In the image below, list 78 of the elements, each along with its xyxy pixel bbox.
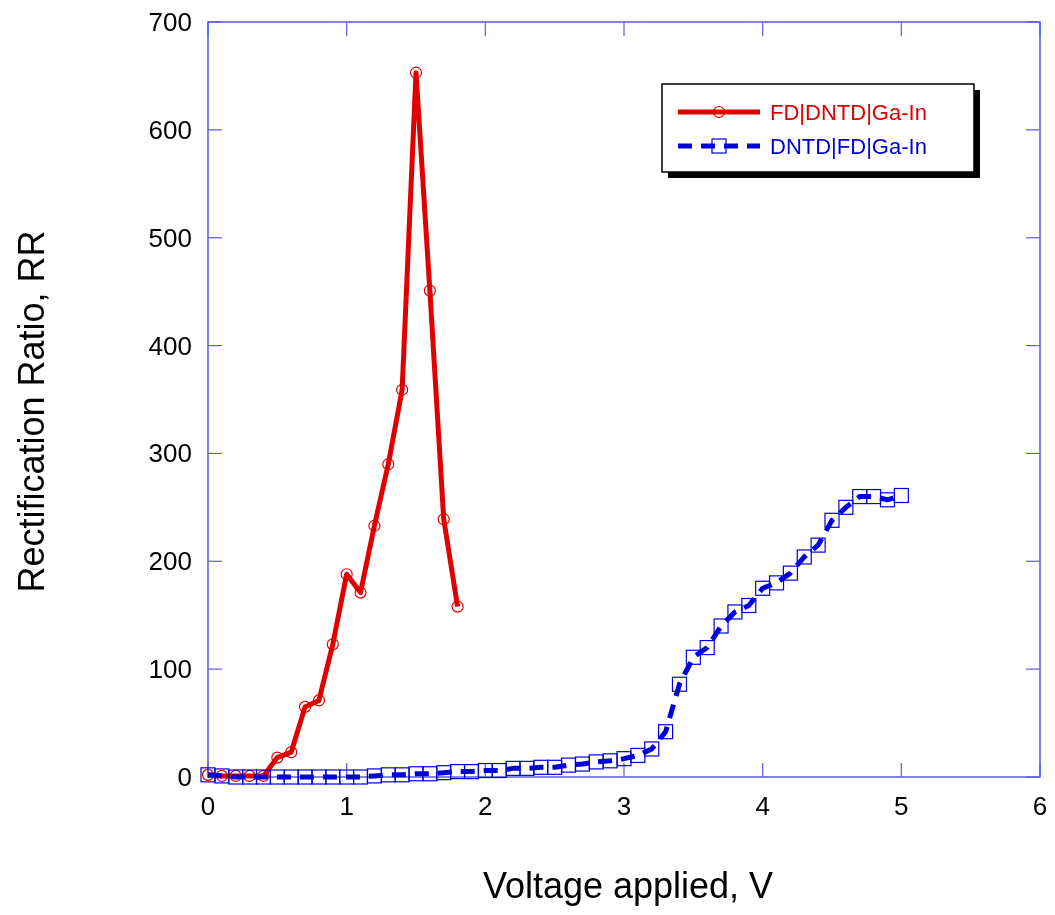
point [727,604,743,620]
y-tick-label: 200 [148,546,192,577]
point [533,759,549,775]
point [547,759,563,775]
y-tick-label: 100 [148,654,192,685]
point [312,694,326,707]
point [463,764,480,780]
x-tick-label: 4 [755,791,770,821]
point [326,638,339,651]
point [782,565,798,581]
point [519,760,535,776]
point [741,597,757,614]
point [409,66,423,79]
point [505,760,521,776]
y-tick-label: 600 [148,114,192,145]
point [368,519,381,532]
point [298,700,312,713]
point [283,769,299,785]
point [325,769,341,785]
x-tick-label: 6 [1032,791,1048,821]
legend-label: FD|DNTD|Ga-In [770,100,927,125]
point [436,765,452,781]
point [560,757,577,773]
point [658,724,674,740]
point [311,769,327,785]
point [810,537,826,553]
x-tick-label: 3 [616,791,632,821]
point [713,618,729,634]
x-axis-title: Voltage applied, V [482,865,774,906]
point [838,499,854,515]
point [588,754,604,770]
x-tick-label: 0 [200,791,216,821]
point [396,383,409,396]
point [382,458,395,471]
point [450,764,466,780]
point [271,751,284,764]
point [408,766,424,782]
point [269,769,285,785]
point [755,580,771,596]
point [852,488,868,505]
point [685,649,701,665]
point [574,756,590,772]
x-tick-label: 1 [339,791,354,821]
point [394,767,410,783]
point [285,746,298,759]
point [699,639,715,656]
point [491,762,507,779]
point [893,487,909,504]
point [339,769,355,785]
point [437,513,450,526]
point [423,284,436,297]
point [352,769,369,785]
point [477,762,493,779]
legend-label: DNTD|FD|Ga-In [770,134,927,159]
x-tick-label: 2 [478,791,493,821]
point [796,549,812,565]
y-tick-label: 700 [148,7,192,37]
point [866,488,882,505]
point [380,767,396,783]
point [422,766,438,782]
point [879,492,896,508]
y-tick-label: 300 [148,438,192,469]
y-tick-label: 0 [177,762,192,792]
y-tick-label: 400 [148,330,192,361]
y-axis-title: Rectification Ratio, RR [11,230,52,593]
x-tick-label: 5 [894,791,909,821]
point [297,769,313,785]
point [616,751,632,767]
point [451,600,464,613]
point [366,768,382,784]
point [354,586,367,599]
point [671,676,688,692]
point [824,512,840,528]
point [630,747,646,764]
point [768,575,785,591]
point [644,741,660,757]
point [602,753,618,769]
y-tick-label: 500 [148,222,192,253]
